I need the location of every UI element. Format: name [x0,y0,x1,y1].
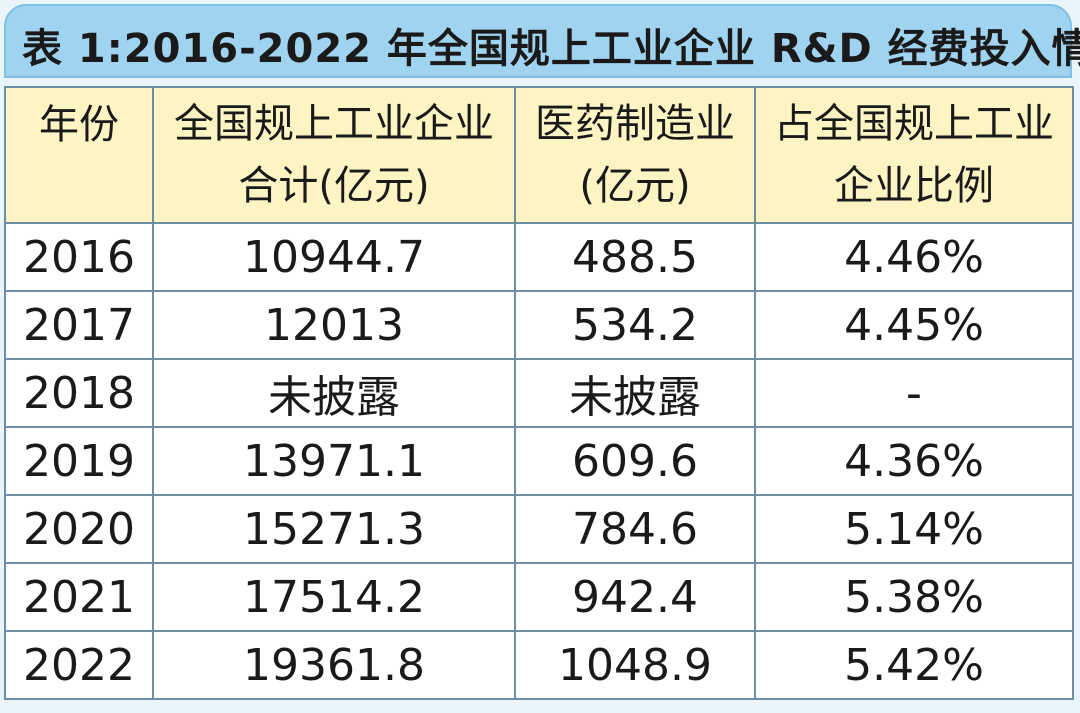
header-total-line1: 全国规上工业企业 [174,101,494,147]
data-table: 年份 全国规上工业企业 合计(亿元) 医药制造业 (亿元) 占全国规上工业 企业… [4,86,1074,700]
cell-ratio: 5.38% [754,562,1074,632]
cell-pharma: 534.2 [514,290,756,360]
header-total: 全国规上工业企业 合计(亿元) [152,86,516,224]
cell-total: 12013 [152,290,516,360]
cell-pharma: 609.6 [514,426,756,496]
header-row: 年份 全国规上工业企业 合计(亿元) 医药制造业 (亿元) 占全国规上工业 企业… [4,86,1074,224]
header-total-line2: 合计(亿元) [238,163,430,209]
cell-ratio: - [754,358,1074,428]
cell-ratio: 5.42% [754,630,1074,700]
header-year-label: 年份 [39,102,119,148]
cell-ratio: 4.36% [754,426,1074,496]
header-pharma-line1: 医药制造业 [535,101,735,147]
cell-year: 2016 [4,222,154,292]
cell-total: 10944.7 [152,222,516,292]
table-row: 2016 10944.7 488.5 4.46% [4,222,1074,292]
table-row: 2018 未披露 未披露 - [4,358,1074,428]
cell-total: 15271.3 [152,494,516,564]
header-pharma: 医药制造业 (亿元) [514,86,756,224]
table-row: 2021 17514.2 942.4 5.38% [4,562,1074,632]
header-ratio-line1: 占全国规上工业 [774,101,1054,147]
cell-year: 2017 [4,290,154,360]
cell-total: 19361.8 [152,630,516,700]
cell-year: 2018 [4,358,154,428]
title-bar: 表 1:2016-2022 年全国规上工业企业 R&D 经费投入情况 [4,4,1080,78]
cell-pharma: 784.6 [514,494,756,564]
header-ratio: 占全国规上工业 企业比例 [754,86,1074,224]
cell-pharma: 942.4 [514,562,756,632]
header-ratio-line2: 企业比例 [834,163,994,209]
cell-total: 未披露 [152,358,516,428]
cell-ratio: 5.14% [754,494,1074,564]
table-title: 表 1:2016-2022 年全国规上工业企业 R&D 经费投入情况 [22,26,1080,72]
table-row: 2017 12013 534.2 4.45% [4,290,1074,360]
table-row: 2020 15271.3 784.6 5.14% [4,494,1074,564]
cell-total: 13971.1 [152,426,516,496]
cell-year: 2019 [4,426,154,496]
cell-year: 2020 [4,494,154,564]
header-year: 年份 [4,86,154,224]
table-row: 2019 13971.1 609.6 4.36% [4,426,1074,496]
cell-total: 17514.2 [152,562,516,632]
table-row: 2022 19361.8 1048.9 5.42% [4,630,1074,700]
cell-ratio: 4.45% [754,290,1074,360]
cell-pharma: 1048.9 [514,630,756,700]
cell-year: 2021 [4,562,154,632]
cell-ratio: 4.46% [754,222,1074,292]
cell-pharma: 488.5 [514,222,756,292]
cell-pharma: 未披露 [514,358,756,428]
header-pharma-line2: (亿元) [579,163,691,209]
cell-year: 2022 [4,630,154,700]
